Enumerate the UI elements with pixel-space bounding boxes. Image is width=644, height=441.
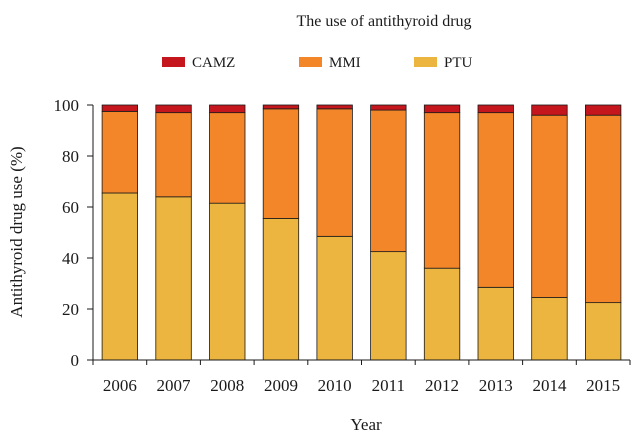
y-tick-label: 40 [62, 249, 79, 268]
bar-ptu-2012 [423, 267, 461, 361]
bar-camz-2011 [370, 104, 407, 111]
legend-item-camz: CAMZ [162, 55, 235, 71]
bar-ptu-2009 [262, 218, 300, 361]
bar-mmi-2006 [101, 110, 138, 194]
bar-ptu-2008 [209, 202, 246, 361]
bar-mmi-2011 [370, 109, 407, 253]
bar-ptu-2006 [101, 192, 138, 361]
bar-camz-2010 [316, 104, 353, 110]
bar-mmi-2015 [585, 114, 622, 304]
bar-mmi-2008 [209, 112, 246, 204]
bar-mmi-2009 [262, 108, 300, 219]
bar-ptu-2013 [477, 286, 514, 361]
y-tick-label: 100 [54, 96, 80, 115]
bar-camz-2008 [209, 104, 246, 114]
legend: CAMZ MMI PTU [162, 55, 473, 71]
x-tick-label: 2008 [210, 376, 244, 395]
x-tick-label: 2013 [479, 376, 513, 395]
chart-title: The use of antithyroid drug [296, 13, 471, 30]
bar-ptu-2010 [316, 235, 353, 361]
plot-area: 0 20 40 60 80 100 2006 2007 2008 2009 2010 2011 201… [54, 96, 631, 395]
legend-label: PTU [444, 55, 473, 71]
bar-camz-2006 [101, 104, 138, 112]
y-tick-label: 60 [62, 198, 79, 217]
legend-item-ptu: PTU [414, 55, 473, 71]
legend-swatch [162, 57, 185, 67]
bar-mmi-2013 [477, 112, 514, 288]
bar-mmi-2012 [423, 112, 461, 269]
y-tick-label: 80 [62, 147, 79, 166]
legend-swatch [299, 57, 322, 67]
x-tick-label: 2006 [103, 376, 137, 395]
bar-camz-2014 [531, 104, 568, 116]
bar-ptu-2015 [585, 302, 622, 361]
x-tick-label: 2010 [318, 376, 352, 395]
x-tick-label: 2014 [532, 376, 567, 395]
x-axis-label: Year [350, 415, 382, 434]
bar-camz-2012 [423, 104, 461, 114]
x-tick-label: 2015 [586, 376, 620, 395]
y-axis: 0 20 40 60 80 100 [54, 96, 94, 370]
bar-camz-2015 [585, 104, 622, 116]
y-tick-label: 20 [62, 300, 79, 319]
x-tick-label: 2007 [157, 376, 192, 395]
bar-mmi-2010 [316, 108, 353, 237]
legend-item-mmi: MMI [299, 55, 361, 71]
bars-group [101, 104, 622, 361]
y-tick-label: 0 [71, 351, 80, 370]
x-axis: 2006 2007 2008 2009 2010 2011 2012 2013 2014 2015 [92, 359, 631, 395]
x-tick-label: 2009 [264, 376, 298, 395]
bar-camz-2009 [262, 104, 300, 110]
bar-mmi-2007 [155, 112, 192, 198]
bar-camz-2007 [155, 104, 192, 114]
legend-swatch [414, 57, 437, 67]
x-tick-label: 2012 [425, 376, 459, 395]
y-axis-label: Antithyroid drug use (%) [7, 146, 26, 317]
legend-label: MMI [329, 55, 361, 71]
legend-label: CAMZ [192, 55, 235, 71]
bar-ptu-2014 [531, 297, 568, 361]
bar-ptu-2007 [155, 196, 192, 361]
x-tick-label: 2011 [372, 376, 405, 395]
bar-camz-2013 [477, 104, 514, 114]
bar-ptu-2011 [370, 251, 407, 361]
bar-mmi-2014 [531, 114, 568, 298]
